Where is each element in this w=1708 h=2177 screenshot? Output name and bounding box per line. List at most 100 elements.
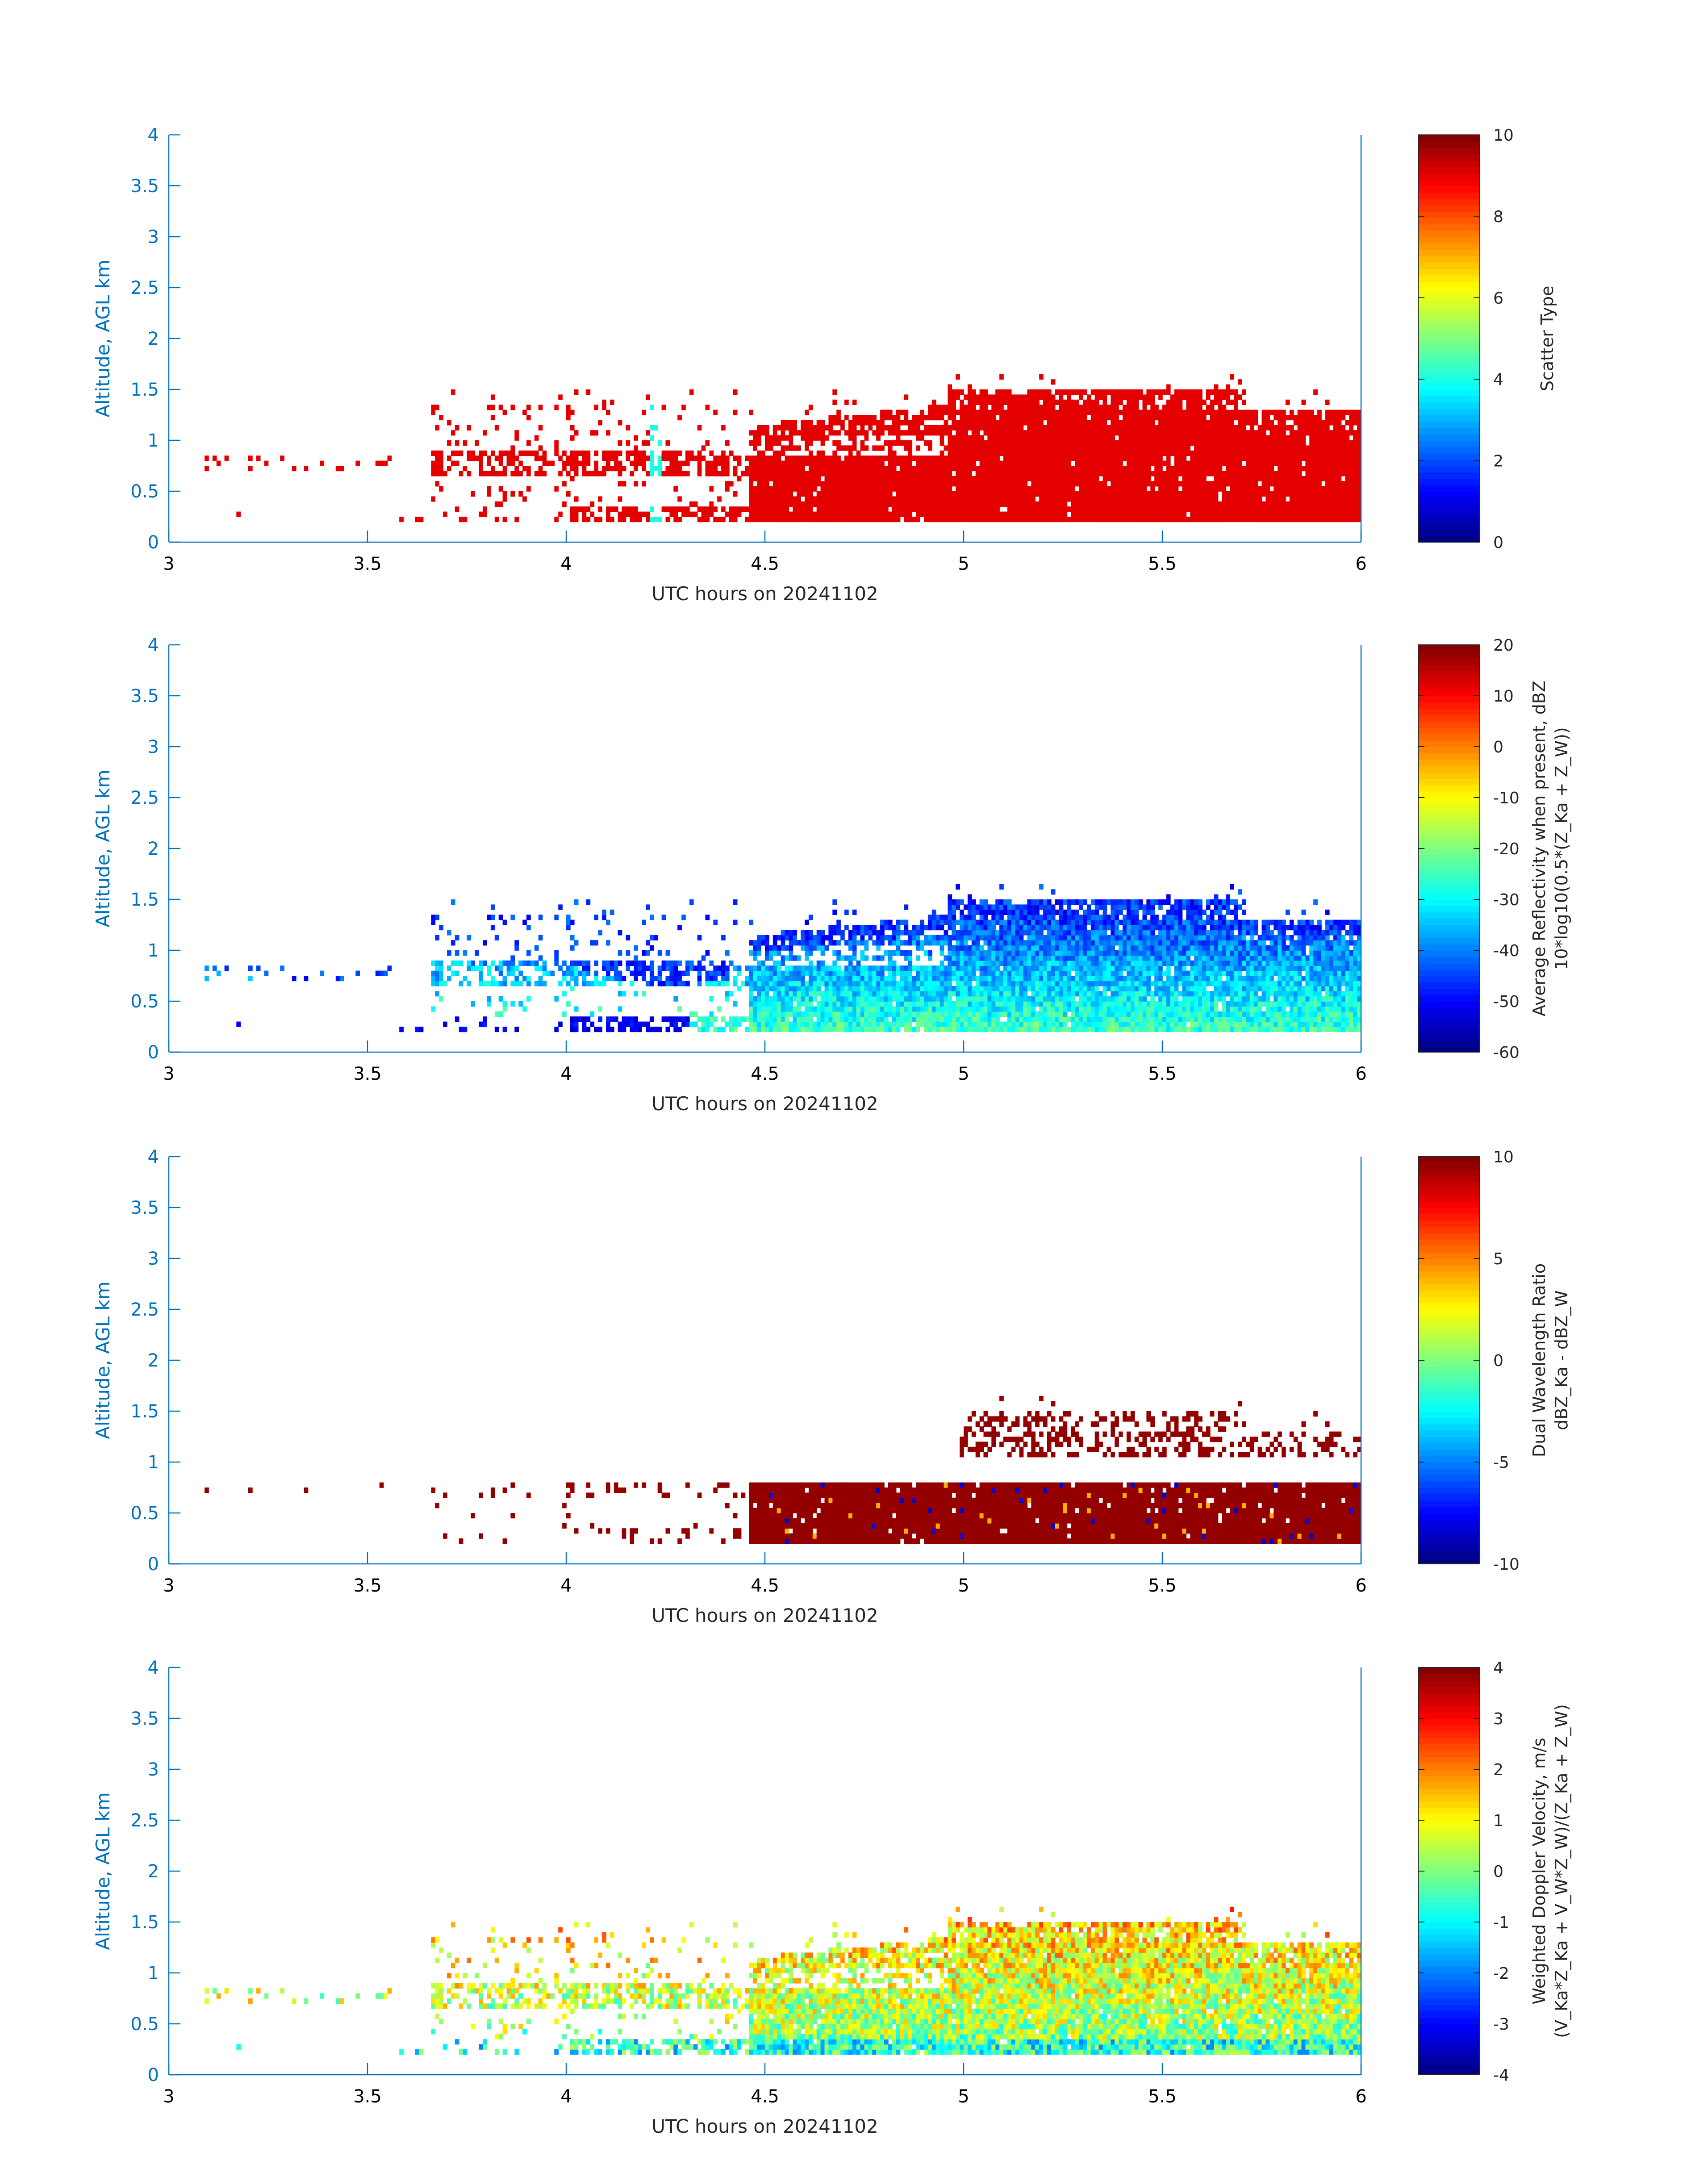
heatmap-cell	[729, 506, 734, 512]
heatmap-cell	[848, 501, 853, 507]
heatmap-cell	[1289, 460, 1294, 466]
heatmap-cell	[757, 981, 761, 986]
heatmap-cell	[960, 420, 964, 426]
heatmap-cell	[1031, 501, 1036, 507]
heatmap-cell	[1317, 476, 1322, 481]
heatmap-cell	[1055, 517, 1060, 522]
heatmap-cell	[669, 455, 674, 461]
heatmap-cell	[916, 491, 920, 497]
heatmap-cell	[1142, 445, 1147, 451]
heatmap-cell	[785, 481, 789, 487]
heatmap-cell	[801, 491, 805, 497]
heatmap-cell	[979, 476, 984, 481]
heatmap-cell	[880, 425, 885, 430]
heatmap-cell	[1019, 394, 1024, 400]
heatmap-cell	[1015, 501, 1020, 507]
heatmap-cell	[1313, 425, 1318, 430]
heatmap-cell	[1071, 501, 1075, 507]
heatmap-cell	[638, 965, 642, 971]
heatmap-cell	[1094, 394, 1099, 400]
heatmap-cell	[1039, 415, 1044, 421]
heatmap-cell	[1098, 425, 1103, 430]
heatmap-cell	[820, 506, 825, 512]
heatmap-cell	[1138, 501, 1143, 507]
heatmap-cell	[1353, 415, 1357, 421]
heatmap-cell	[1146, 445, 1151, 451]
heatmap-cell	[1107, 440, 1111, 446]
heatmap-cell	[681, 471, 686, 476]
heatmap-cell	[558, 1021, 563, 1027]
heatmap-cell	[1293, 471, 1298, 476]
heatmap-cell	[467, 471, 472, 476]
heatmap-cell	[598, 1027, 602, 1032]
heatmap-cell	[768, 950, 773, 956]
heatmap-cell	[494, 965, 499, 971]
heatmap-cell	[832, 476, 837, 481]
heatmap-cell	[952, 511, 956, 517]
heatmap-cell	[570, 976, 575, 982]
heatmap-cell	[935, 486, 940, 492]
heatmap-cell	[789, 986, 793, 991]
heatmap-cell	[1027, 394, 1032, 400]
heatmap-cell	[717, 970, 722, 976]
heatmap-cell	[975, 517, 980, 522]
heatmap-cell	[1146, 517, 1151, 522]
heatmap-cell	[1063, 471, 1068, 476]
heatmap-cell	[1047, 425, 1052, 430]
heatmap-cell	[757, 425, 761, 430]
heatmap-cell	[471, 960, 476, 966]
heatmap-cell	[431, 976, 436, 982]
heatmap-cell	[808, 950, 813, 956]
heatmap-cell	[1289, 471, 1294, 476]
heatmap-cell	[1333, 440, 1338, 446]
heatmap-cell	[383, 460, 388, 466]
heatmap-cell	[1261, 450, 1266, 456]
heatmap-cell	[1245, 491, 1250, 497]
heatmap-cell	[1166, 435, 1171, 441]
heatmap-cell	[868, 991, 873, 997]
heatmap-cell	[757, 517, 761, 522]
heatmap-cell	[757, 496, 761, 502]
heatmap-cell	[920, 420, 924, 426]
heatmap-cell	[1317, 420, 1322, 426]
heatmap-cell	[566, 455, 571, 461]
heatmap-cell	[634, 945, 638, 951]
heatmap-cell	[697, 1027, 702, 1032]
heatmap-cell	[1166, 450, 1171, 456]
heatmap-cell	[431, 409, 436, 415]
heatmap-cell	[1075, 399, 1079, 405]
heatmap-cell	[1186, 425, 1191, 430]
heatmap-cell	[498, 471, 503, 476]
heatmap-cell	[1341, 409, 1346, 415]
heatmap-cell	[836, 1021, 841, 1027]
heatmap-cell	[1055, 496, 1060, 502]
heatmap-cell	[1206, 481, 1211, 487]
heatmap-cell	[944, 506, 948, 512]
heatmap-cell	[761, 1011, 765, 1017]
heatmap-cell	[713, 460, 718, 466]
heatmap-cell	[677, 925, 682, 931]
heatmap-cell	[920, 501, 924, 507]
heatmap-cell	[1265, 491, 1270, 497]
heatmap-cell	[805, 1027, 809, 1032]
heatmap-cell	[1297, 425, 1302, 430]
heatmap-cell	[1154, 450, 1159, 456]
heatmap-cell	[828, 1016, 833, 1022]
heatmap-cell	[1079, 491, 1083, 497]
heatmap-cell	[383, 970, 388, 976]
heatmap-cell	[781, 996, 785, 1002]
heatmap-cell	[824, 981, 829, 986]
heatmap-cell	[781, 986, 785, 991]
heatmap-cell	[1329, 435, 1334, 441]
heatmap-cell	[860, 511, 865, 517]
heatmap-cell	[1285, 501, 1290, 507]
heatmap-cell	[1071, 471, 1075, 476]
heatmap-cell	[1123, 394, 1127, 400]
heatmap-cell	[816, 935, 821, 940]
heatmap-cell	[971, 445, 976, 451]
heatmap-cell	[713, 409, 718, 415]
heatmap-cell	[820, 496, 825, 502]
heatmap-cell	[956, 420, 960, 426]
heatmap-cell	[864, 1016, 869, 1022]
heatmap-cell	[948, 440, 952, 446]
